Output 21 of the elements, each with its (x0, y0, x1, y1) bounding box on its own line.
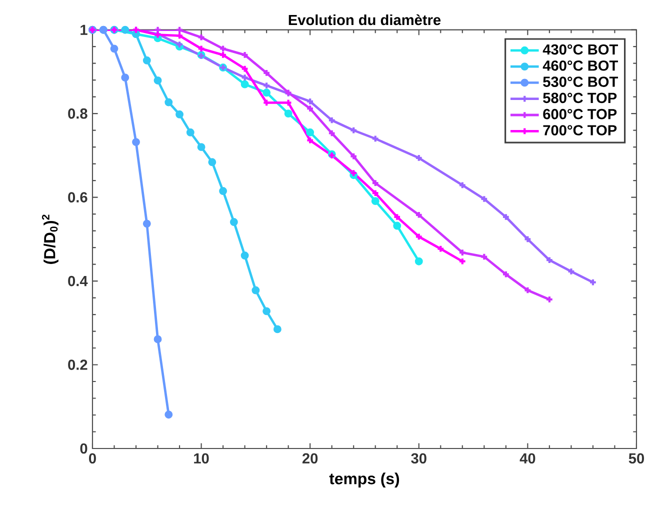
y-tick-label: 0.8 (68, 108, 88, 119)
x-tick-label: 30 (411, 453, 426, 464)
y-tick-label: 1 (80, 24, 88, 35)
y-tick-label: 0.2 (68, 360, 88, 370)
x-tick-label: 0 (89, 453, 96, 464)
x-tick-label: 20 (302, 453, 318, 464)
legend-label: 430°C BOT (542, 44, 618, 55)
x-tick-label: 10 (194, 453, 209, 464)
x-tick-label: 40 (520, 453, 536, 464)
legend-label: 600°C TOP (543, 108, 617, 120)
x-tick-label: 50 (628, 453, 644, 464)
y-tick-label: 0 (80, 443, 88, 454)
legend-label: 460°C BOT (542, 60, 618, 71)
legend-label: 700°C TOP (543, 125, 617, 136)
chart-title: Evolution du diamètre (288, 14, 441, 26)
y-tick-label: 0.6 (68, 192, 88, 202)
y-axis-title: (D/D$_{0}$)$^{2}$ (42, 214, 58, 264)
x-axis-title: temps (s) (329, 472, 400, 488)
y-tick-label: 0.4 (68, 276, 88, 286)
legend-label: 580°C TOP (543, 92, 617, 104)
legend-label: 530°C BOT (543, 76, 618, 87)
